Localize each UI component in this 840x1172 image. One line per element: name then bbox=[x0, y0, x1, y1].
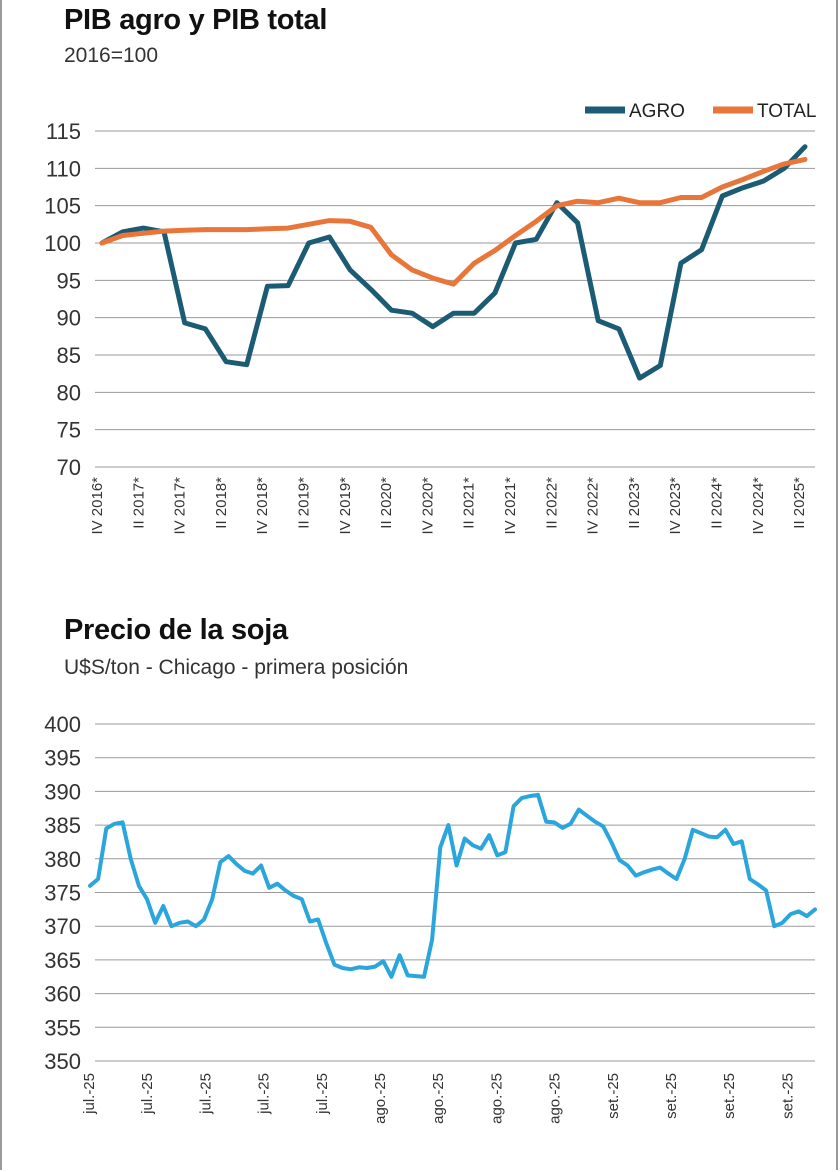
y-tick-label: 80 bbox=[57, 380, 81, 405]
series-line-soja bbox=[88, 792, 817, 979]
y-tick-label: 90 bbox=[57, 306, 81, 331]
x-tick-label: II 2021* bbox=[461, 477, 478, 529]
x-tick-label: ago.-25 bbox=[488, 1073, 505, 1124]
x-tick-label: set.-25 bbox=[663, 1073, 680, 1119]
x-tick-label: IV 2016* bbox=[89, 477, 106, 535]
x-tick-label: IV 2023* bbox=[667, 477, 684, 535]
x-tick-label: set.-25 bbox=[779, 1073, 796, 1119]
x-tick-label: set.-25 bbox=[605, 1073, 622, 1119]
y-tick-label: 380 bbox=[44, 847, 81, 872]
y-tick-label: 350 bbox=[44, 1049, 81, 1074]
x-tick-label: ago.-25 bbox=[547, 1073, 564, 1124]
x-tick-label: ago.-25 bbox=[372, 1073, 389, 1124]
y-tick-label: 75 bbox=[57, 418, 81, 443]
x-tick-label: II 2022* bbox=[543, 477, 560, 529]
x-tick-label: IV 2017* bbox=[172, 477, 189, 535]
x-tick-label: jul.-25 bbox=[139, 1073, 156, 1115]
y-tick-label: 365 bbox=[44, 948, 81, 973]
y-tick-label: 370 bbox=[44, 914, 81, 939]
y-tick-label: 390 bbox=[44, 779, 81, 804]
x-tick-label: II 2018* bbox=[213, 477, 230, 529]
y-tick-label: 115 bbox=[46, 119, 81, 144]
x-tick-label: jul.-25 bbox=[81, 1073, 98, 1115]
x-tick-label: II 2020* bbox=[378, 477, 395, 529]
x-tick-label: jul.-25 bbox=[197, 1073, 214, 1115]
y-tick-label: 70 bbox=[57, 455, 81, 480]
y-tick-label: 395 bbox=[44, 746, 81, 771]
x-tick-label: II 2024* bbox=[709, 477, 726, 529]
y-tick-label: 105 bbox=[44, 194, 81, 219]
y-tick-label: 355 bbox=[44, 1015, 81, 1040]
x-tick-label: IV 2024* bbox=[750, 477, 767, 535]
x-tick-label: set.-25 bbox=[721, 1073, 738, 1119]
chart-2-subtitle: U$S/ton - Chicago - primera posición bbox=[64, 656, 409, 679]
series-line-agro bbox=[99, 144, 808, 381]
series-line-total bbox=[99, 156, 808, 287]
y-tick-label: 95 bbox=[57, 268, 81, 293]
y-tick-label: 375 bbox=[44, 881, 81, 906]
x-tick-label: ago.-25 bbox=[430, 1073, 447, 1124]
x-tick-label: II 2025* bbox=[791, 477, 808, 529]
y-tick-label: 385 bbox=[44, 813, 81, 838]
chart-1-title: PIB agro y PIB total bbox=[64, 4, 328, 36]
legend-label-total: TOTAL bbox=[757, 101, 816, 122]
x-tick-label: jul.-25 bbox=[314, 1073, 331, 1115]
chart-1-subtitle: 2016=100 bbox=[64, 44, 159, 67]
x-tick-label: II 2019* bbox=[296, 477, 313, 529]
x-tick-label: jul.-25 bbox=[256, 1073, 273, 1115]
x-tick-label: IV 2019* bbox=[337, 477, 354, 535]
legend-label-agro: AGRO bbox=[629, 101, 685, 122]
y-tick-label: 110 bbox=[46, 156, 81, 181]
x-tick-label: IV 2022* bbox=[585, 477, 602, 535]
y-tick-label: 400 bbox=[44, 712, 81, 737]
y-tick-label: 85 bbox=[57, 343, 81, 368]
y-tick-label: 360 bbox=[44, 982, 81, 1007]
y-tick-label: 100 bbox=[44, 231, 81, 256]
x-tick-label: IV 2020* bbox=[419, 477, 436, 535]
x-tick-label: II 2017* bbox=[130, 477, 147, 529]
chart-2-title: Precio de la soja bbox=[64, 614, 288, 646]
gdp-line-chart: 70 75 80 85 90 95 100 105 110 115 IV 2016* II 2017*… bbox=[44, 101, 816, 535]
x-tick-label: IV 2021* bbox=[502, 477, 519, 535]
x-tick-label: II 2023* bbox=[626, 477, 643, 529]
x-tick-label: IV 2018* bbox=[254, 477, 271, 535]
